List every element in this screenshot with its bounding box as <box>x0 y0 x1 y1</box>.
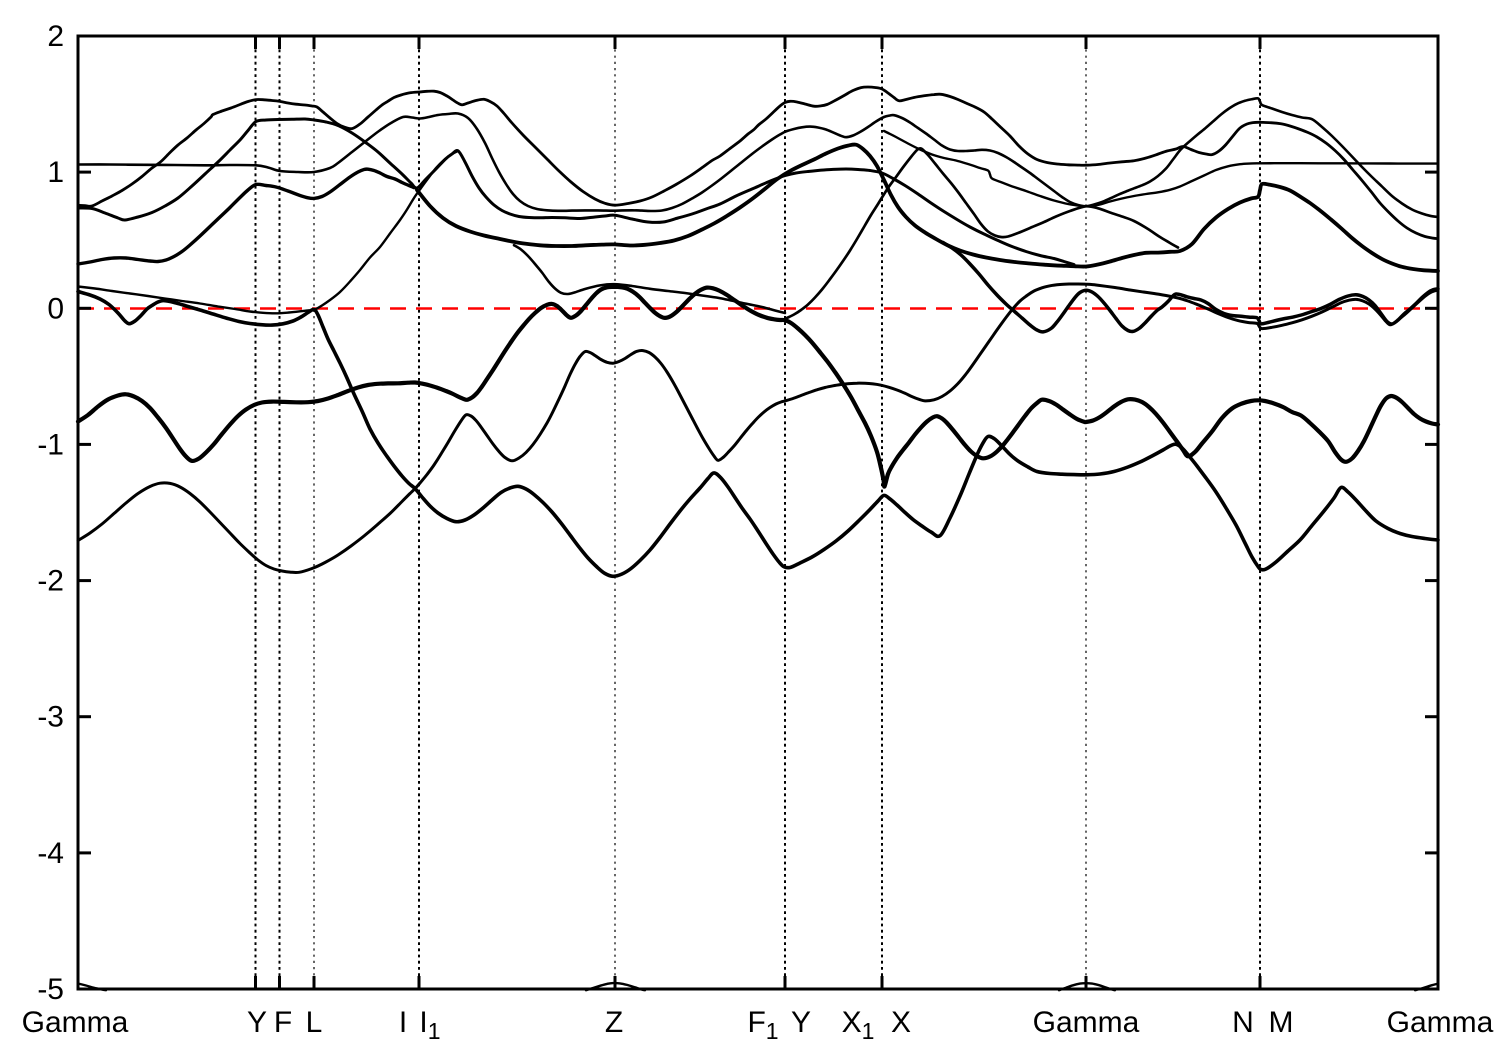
svg-text:F1: F1 <box>747 1006 778 1044</box>
svg-text:-2: -2 <box>37 565 64 598</box>
svg-text:N: N <box>1232 1006 1254 1039</box>
svg-text:0: 0 <box>47 292 64 325</box>
svg-text:I: I <box>399 1006 407 1039</box>
svg-text:-1: -1 <box>37 428 64 461</box>
svg-text:L: L <box>306 1006 323 1039</box>
svg-text:M: M <box>1269 1006 1294 1039</box>
svg-text:Y: Y <box>247 1006 267 1039</box>
svg-text:Y: Y <box>791 1006 811 1039</box>
svg-text:F: F <box>274 1006 292 1039</box>
svg-text:Gamma: Gamma <box>1033 1006 1140 1039</box>
svg-text:1: 1 <box>47 156 64 189</box>
svg-text:-4: -4 <box>37 837 64 870</box>
svg-text:2: 2 <box>47 20 64 53</box>
svg-text:Gamma: Gamma <box>1387 1006 1494 1039</box>
svg-text:-5: -5 <box>37 973 64 1006</box>
svg-text:X: X <box>891 1006 911 1039</box>
svg-text:Gamma: Gamma <box>22 1006 129 1039</box>
svg-text:-3: -3 <box>37 701 64 734</box>
svg-text:Z: Z <box>605 1006 623 1039</box>
